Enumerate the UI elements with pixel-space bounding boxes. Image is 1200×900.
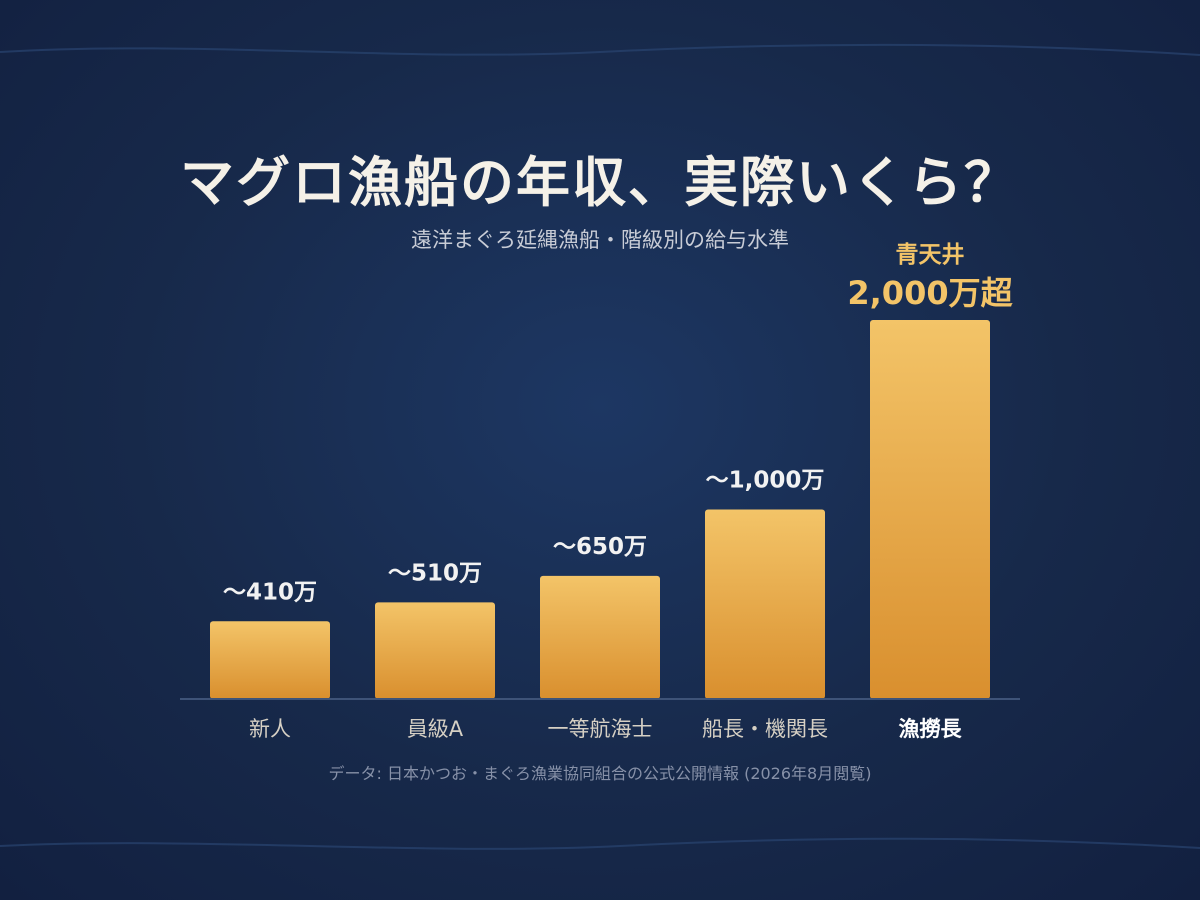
category-label: 漁撈長 xyxy=(899,717,963,741)
bar-3 xyxy=(540,575,660,699)
chart-title: マグロ漁船の年収、実際いくら？ xyxy=(180,150,1020,214)
bar-2 xyxy=(375,602,495,699)
data-source-note: データ: 日本かつお・まぐろ漁業協同組合の公式公開情報 (2026年8月閲覧) xyxy=(328,764,872,783)
bar-4 xyxy=(705,509,825,699)
bar-1 xyxy=(210,621,330,699)
bar-value-label: 〜650万 xyxy=(553,534,647,560)
bar-value-label: 〜410万 xyxy=(223,579,317,605)
chart-subtitle: 遠洋まぐろ延縄漁船・階級別の給与水準 xyxy=(411,228,789,252)
category-label: 船長・機関長 xyxy=(702,717,828,741)
category-label: 一等航海士 xyxy=(548,717,653,741)
bar-value-label: 〜510万 xyxy=(388,560,482,586)
bar-5 xyxy=(870,320,990,699)
category-label: 新人 xyxy=(249,717,291,741)
bar-value-label: 〜1,000万 xyxy=(706,468,825,494)
highlight-caption: 青天井 xyxy=(896,242,965,268)
category-label: 員級A xyxy=(407,717,464,741)
bar-value-label: 2,000万超 xyxy=(847,274,1013,312)
